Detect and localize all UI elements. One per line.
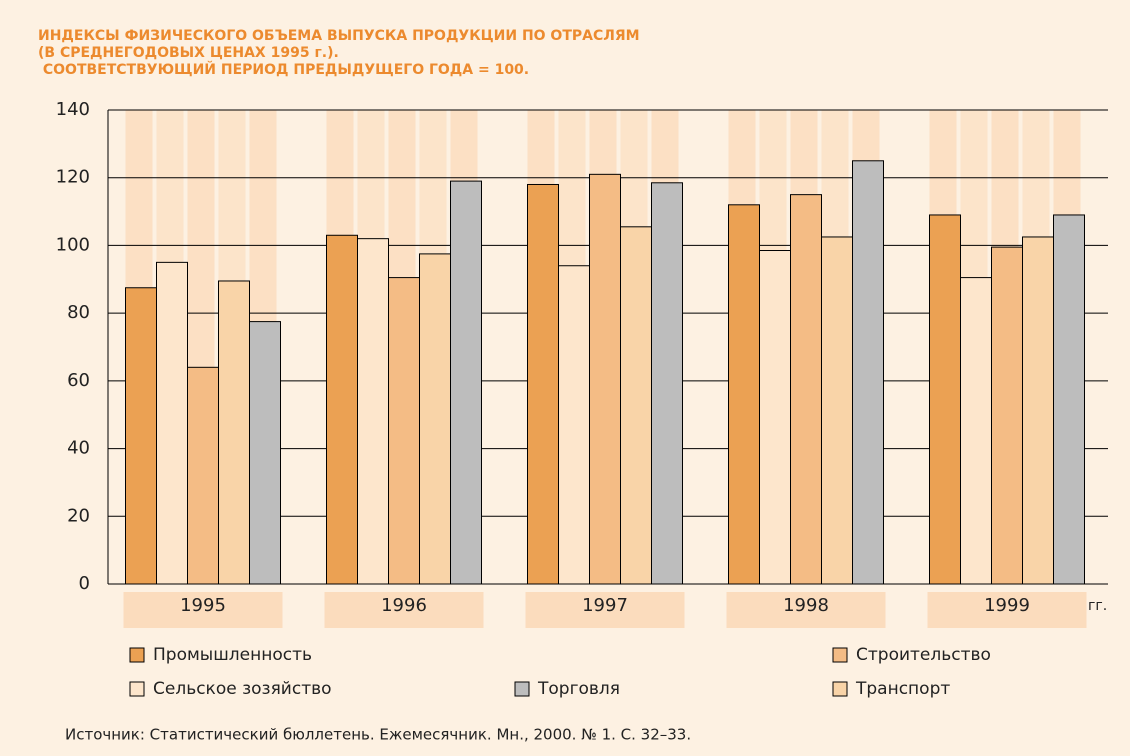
legend-label: Сельское зозяйство bbox=[153, 679, 332, 699]
bar bbox=[960, 277, 992, 585]
bar bbox=[187, 366, 219, 585]
x-tick-label: 1995 bbox=[180, 595, 226, 616]
legend-label: Торговля bbox=[537, 679, 620, 699]
category-band bbox=[927, 592, 1087, 628]
legend-swatch bbox=[129, 681, 145, 697]
y-tick-label: 0 bbox=[79, 573, 90, 594]
legend-swatch bbox=[514, 681, 530, 697]
chart-title: ИНДЕКСЫ ФИЗИЧЕСКОГО ОБЪЕМА ВЫПУСКА ПРОДУ… bbox=[38, 28, 640, 44]
bar bbox=[527, 183, 559, 585]
legend-swatch bbox=[832, 647, 848, 663]
chart-title: СООТВЕТСТВУЮЩИЙ ПЕРИОД ПРЕДЫДУЩЕГО ГОДА … bbox=[38, 61, 529, 78]
bar bbox=[620, 226, 652, 585]
bar bbox=[821, 236, 853, 585]
bar bbox=[728, 204, 760, 585]
x-tick-label: 1997 bbox=[582, 595, 628, 616]
legend-swatch bbox=[129, 647, 145, 663]
y-tick-label: 140 bbox=[56, 99, 90, 120]
category-band bbox=[525, 592, 685, 628]
bar bbox=[125, 287, 157, 585]
legend-swatch bbox=[832, 681, 848, 697]
bar bbox=[156, 261, 188, 585]
legend-label: Строительство bbox=[856, 645, 991, 665]
bar bbox=[218, 280, 250, 585]
y-tick-label: 120 bbox=[56, 167, 90, 188]
bar bbox=[1022, 236, 1054, 585]
y-tick-label: 40 bbox=[67, 438, 90, 459]
y-tick-label: 100 bbox=[56, 234, 90, 255]
category-band bbox=[123, 592, 283, 628]
bar bbox=[388, 277, 420, 585]
bar bbox=[1053, 214, 1085, 585]
source: Источник: Статистический бюллетень. Ежем… bbox=[65, 726, 691, 744]
y-tick-label: 60 bbox=[67, 370, 90, 391]
x-tick-label: 1998 bbox=[783, 595, 829, 616]
x-tick-label: 1996 bbox=[381, 595, 427, 616]
category-band bbox=[324, 592, 484, 628]
legend-label: Транспорт bbox=[855, 679, 950, 699]
y-tick-label: 80 bbox=[67, 302, 90, 323]
legend-label: Промышленность bbox=[153, 645, 312, 665]
bar bbox=[790, 194, 822, 585]
chart-title: (В СРЕДНЕГОДОВЫХ ЦЕНАХ 1995 г.). bbox=[38, 45, 339, 61]
bar bbox=[450, 180, 482, 585]
bar bbox=[759, 250, 791, 585]
category-band bbox=[726, 592, 886, 628]
bar bbox=[589, 173, 621, 585]
bar bbox=[991, 246, 1023, 585]
bar bbox=[357, 238, 389, 585]
bar bbox=[419, 253, 451, 585]
bar bbox=[326, 234, 358, 585]
bar bbox=[852, 160, 884, 585]
x-axis-label: гг. bbox=[1088, 598, 1107, 614]
x-tick-label: 1999 bbox=[984, 595, 1030, 616]
bar bbox=[249, 321, 281, 585]
bar bbox=[929, 214, 961, 585]
y-tick-label: 20 bbox=[67, 505, 90, 526]
bar bbox=[558, 265, 590, 585]
bar bbox=[651, 182, 683, 585]
